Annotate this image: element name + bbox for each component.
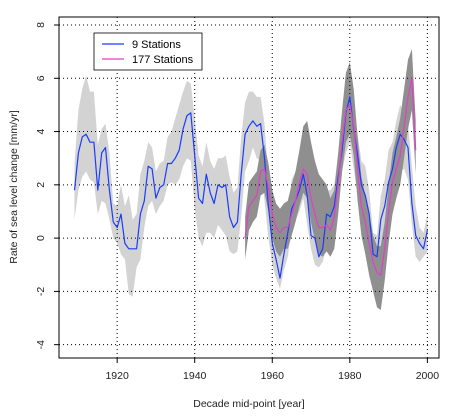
legend-label-9-stations: 9 Stations <box>132 39 181 51</box>
y-tick-label: 6 <box>35 75 47 81</box>
y-tick-label: 2 <box>35 182 47 188</box>
y-axis-ticks: -4 -2 0 2 4 6 8 <box>35 22 59 349</box>
y-axis-title: Rate of sea level change [mm/yr] <box>8 110 20 264</box>
x-tick-label: 1920 <box>105 370 129 382</box>
series-lines <box>73 77 428 279</box>
series-line-177-stations <box>244 77 417 276</box>
y-tick-label: 4 <box>35 129 47 135</box>
y-tick-label: -2 <box>35 287 47 296</box>
x-tick-label: 1940 <box>183 370 207 382</box>
x-tick-label: 1980 <box>338 370 362 382</box>
legend-box <box>93 32 203 71</box>
band-177-stations <box>245 49 416 310</box>
y-tick-label: -4 <box>35 340 47 349</box>
gridlines <box>59 17 439 358</box>
x-axis-ticks: 1920 1940 1960 1980 2000 <box>105 358 439 382</box>
plot-frame <box>58 16 440 359</box>
confidence-bands <box>74 49 428 310</box>
series-line-9-stations <box>73 96 428 279</box>
legend-label-177-stations: 177 Stations <box>132 54 194 66</box>
y-tick-label: 0 <box>35 235 47 241</box>
x-axis-title: Decade mid-point [year] <box>193 398 305 410</box>
x-tick-label: 1960 <box>261 370 285 382</box>
legend: 9 Stations 177 Stations <box>93 32 203 71</box>
y-tick-label: 8 <box>35 22 47 28</box>
x-tick-label: 2000 <box>416 370 440 382</box>
